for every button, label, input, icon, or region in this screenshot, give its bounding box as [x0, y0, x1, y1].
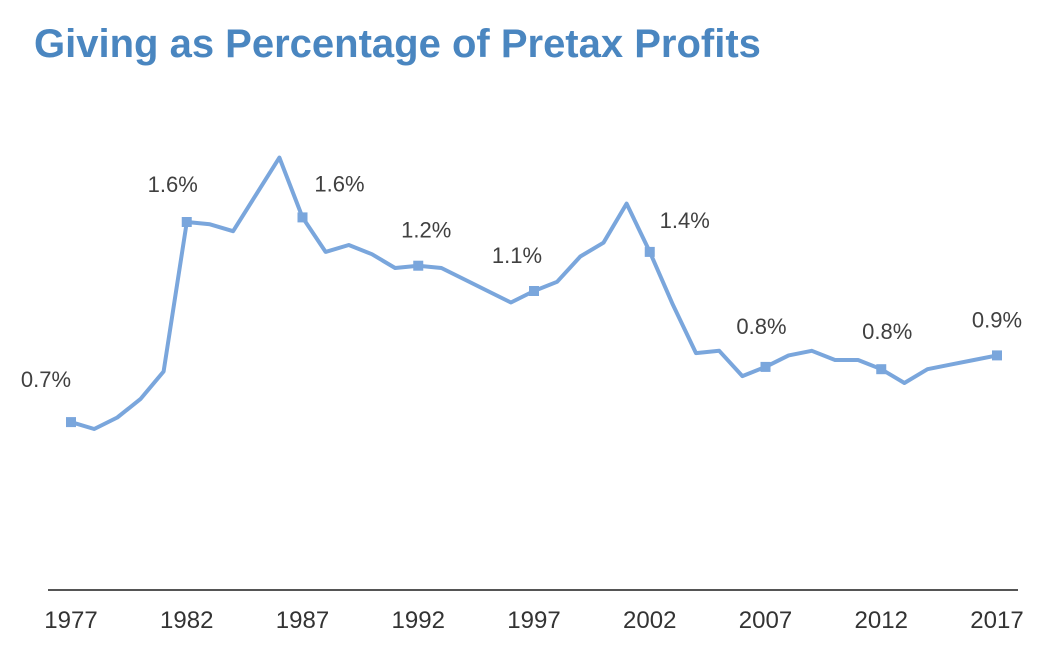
data-label: 0.7% — [21, 367, 71, 392]
x-tick-label: 2002 — [623, 607, 676, 634]
x-tick-label: 2017 — [970, 607, 1023, 634]
data-label: 0.9% — [972, 307, 1022, 332]
chart-title: Giving as Percentage of Pretax Profits — [34, 22, 761, 66]
data-marker — [992, 350, 1002, 361]
data-label: 1.4% — [660, 208, 710, 233]
data-marker — [297, 212, 308, 223]
data-marker — [181, 217, 192, 227]
data-marker — [876, 364, 887, 375]
data-marker — [760, 361, 771, 372]
x-tick-label: 2007 — [739, 607, 792, 634]
x-tick-label: 1992 — [392, 607, 445, 634]
data-label: 1.6% — [148, 172, 198, 197]
data-label: 1.2% — [401, 218, 451, 243]
data-marker — [413, 260, 424, 271]
x-tick-label: 1977 — [44, 607, 97, 634]
x-tick-label: 1982 — [160, 607, 213, 634]
data-marker — [529, 286, 539, 296]
data-label: 1.1% — [492, 243, 542, 268]
data-marker — [644, 246, 655, 257]
data-label: 0.8% — [736, 314, 786, 339]
data-label: 0.8% — [862, 319, 912, 344]
x-tick-labels: 1977 1982 1987 1992 1997 2002 2007 2012 2017 — [44, 607, 1023, 634]
x-tick-label: 2012 — [855, 607, 908, 634]
data-marker — [66, 417, 76, 428]
data-labels: 0.7% 1.6% 1.6% 1.2% 1.1% 1.4% 0.8% 0.8% 0.9% — [21, 171, 1022, 392]
x-tick-label: 1987 — [276, 607, 329, 634]
x-tick-label: 1997 — [507, 607, 560, 634]
data-markers — [66, 212, 1002, 428]
data-label: 1.6% — [314, 171, 364, 196]
